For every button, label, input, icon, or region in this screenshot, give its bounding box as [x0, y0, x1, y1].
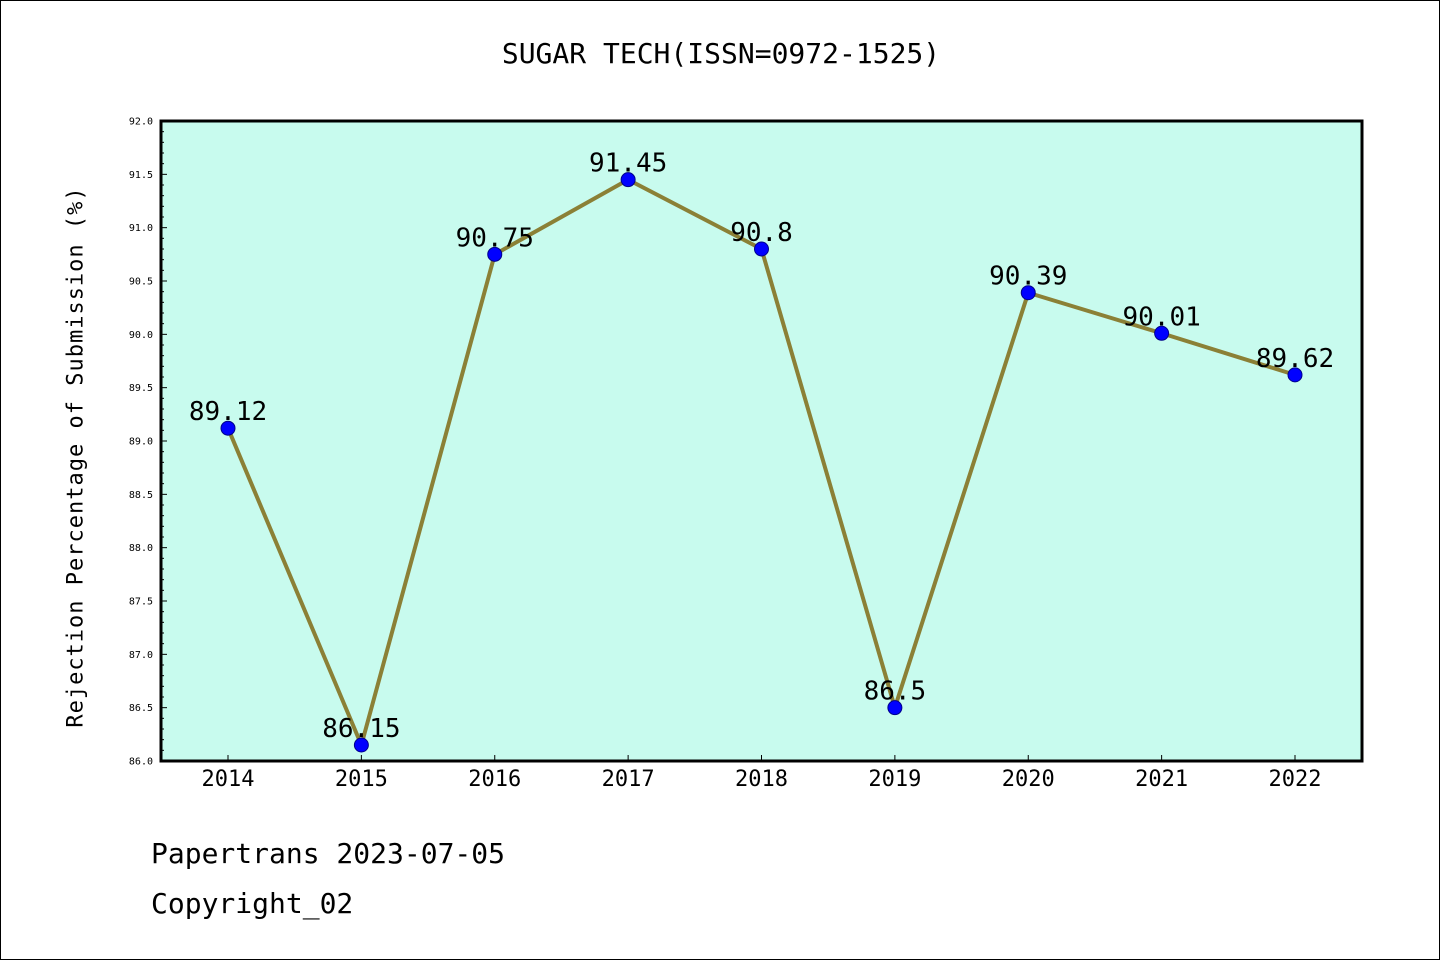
y-tick-label: 86.0	[129, 757, 153, 768]
footer-source: Papertrans 2023-07-05	[151, 837, 506, 870]
y-tick-label: 89.5	[129, 383, 153, 394]
data-label: 90.8	[730, 218, 793, 248]
data-label: 86.15	[322, 714, 400, 744]
data-point	[620, 172, 636, 188]
y-tick-label: 87.0	[129, 650, 153, 661]
y-tick-label: 92.0	[129, 117, 153, 128]
data-label: 89.62	[1256, 344, 1334, 374]
x-tick-label: 2016	[468, 767, 521, 792]
y-tick-label: 88.0	[129, 543, 153, 554]
y-tick-label: 86.5	[129, 703, 153, 714]
data-label: 91.45	[589, 149, 667, 179]
data-point	[487, 246, 503, 262]
data-label: 86.5	[864, 677, 927, 707]
y-tick-label: 88.5	[129, 490, 153, 501]
y-tick-label: 87.5	[129, 597, 153, 608]
data-point	[220, 420, 236, 436]
data-point	[754, 241, 769, 257]
x-tick-label: 2020	[1002, 767, 1055, 792]
data-point	[887, 700, 903, 716]
footer-copyright: Copyright_02	[151, 887, 354, 920]
x-tick-label: 2022	[1269, 767, 1322, 792]
y-tick-label: 91.5	[129, 170, 153, 181]
data-point	[1020, 285, 1036, 301]
data-label: 90.01	[1122, 302, 1200, 332]
y-tick-label: 91.0	[129, 223, 153, 234]
plot-area	[161, 121, 1362, 761]
chart-title: SUGAR TECH(ISSN=0972-1525)	[501, 37, 941, 70]
x-tick-label: 2017	[602, 767, 655, 792]
y-tick-label: 89.0	[129, 437, 153, 448]
plot-border	[159, 119, 1364, 763]
data-label: 90.75	[456, 223, 534, 253]
x-tick-label: 2018	[735, 767, 788, 792]
x-tick-label: 2014	[202, 767, 255, 792]
x-tick-label: 2019	[868, 767, 921, 792]
x-tick-label: 2015	[335, 767, 388, 792]
data-label: 90.39	[989, 262, 1067, 292]
x-tick-label: 2021	[1135, 767, 1188, 792]
y-tick-label: 90.0	[129, 330, 153, 341]
data-point	[1287, 367, 1303, 383]
data-point	[1154, 325, 1170, 341]
data-label: 89.12	[189, 397, 267, 427]
y-tick-label: 90.5	[129, 277, 153, 288]
data-point	[353, 737, 369, 753]
